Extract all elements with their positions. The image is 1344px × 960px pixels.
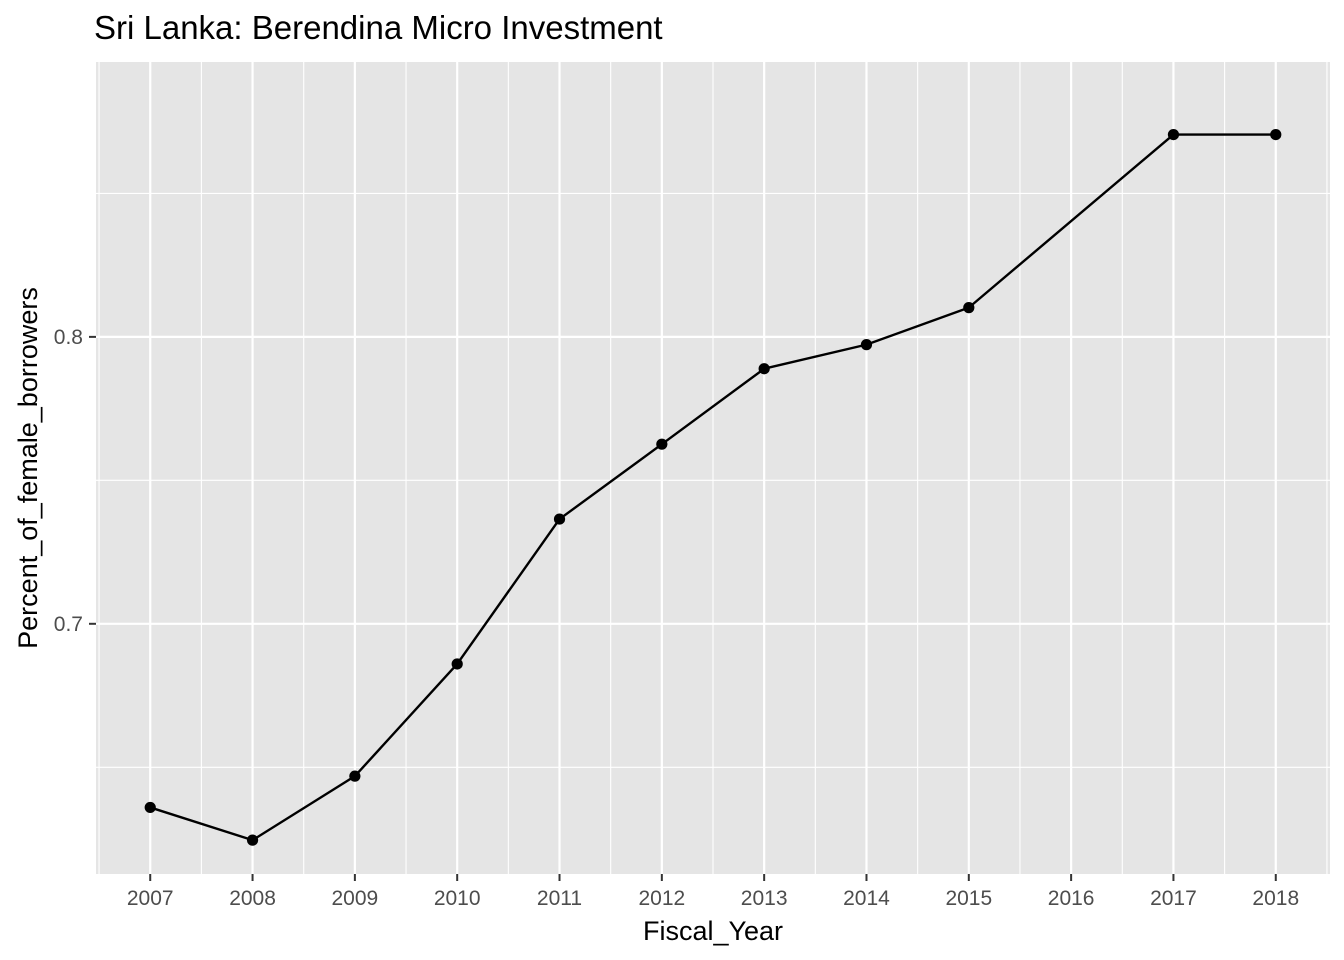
x-tick-label: 2011	[537, 887, 582, 910]
minor-gridlines	[96, 62, 1330, 874]
y-tick-label: 0.8	[54, 326, 83, 349]
x-tick-label: 2016	[1048, 887, 1095, 910]
x-tick-label: 2014	[843, 887, 890, 910]
chart-title: Sri Lanka: Berendina Micro Investment	[94, 9, 663, 46]
y-axis: 0.7 0.8	[54, 326, 96, 636]
x-axis: 2007 2008 2009 2010 2011 2012 2013 2014 2015 2016…	[127, 874, 1299, 910]
x-tick-label: 2007	[127, 887, 174, 910]
x-tick-label: 2009	[332, 887, 379, 910]
data-point	[349, 770, 361, 782]
data-point	[860, 339, 873, 351]
data-point	[144, 801, 156, 814]
data-point	[963, 302, 975, 314]
x-tick-label: 2012	[638, 887, 685, 910]
x-tick-label: 2013	[741, 887, 788, 910]
x-tick-label: 2008	[229, 887, 276, 910]
x-tick-label: 2010	[434, 887, 481, 910]
y-tick-label: 0.7	[54, 613, 83, 636]
x-tick-label: 2015	[945, 887, 992, 910]
x-axis-title: Fiscal_Year	[643, 916, 783, 946]
major-gridlines	[96, 62, 1330, 874]
y-axis-title: Percent_of_female_borrowers	[13, 287, 43, 649]
series-layer	[144, 128, 1282, 846]
data-point	[656, 438, 668, 450]
data-point	[1167, 128, 1180, 141]
x-tick-label: 2018	[1252, 887, 1299, 910]
data-point	[758, 363, 770, 375]
data-point	[553, 513, 566, 525]
x-tick-label: 2017	[1150, 887, 1197, 910]
data-point	[1270, 128, 1282, 141]
data-point	[246, 834, 259, 846]
data-point	[451, 658, 463, 670]
